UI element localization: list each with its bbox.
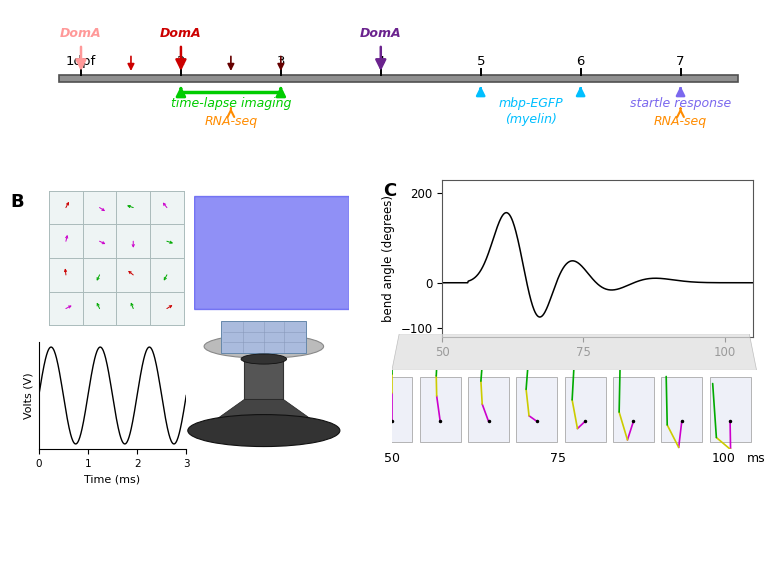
Text: time-lapse imaging: time-lapse imaging [171, 97, 291, 110]
Ellipse shape [188, 415, 340, 447]
Text: ms: ms [747, 452, 765, 465]
Ellipse shape [204, 334, 324, 358]
Text: B: B [10, 192, 24, 210]
Text: 4: 4 [376, 54, 385, 68]
Text: 2: 2 [177, 54, 185, 68]
Text: RNA-seq: RNA-seq [204, 115, 258, 128]
Text: DomA: DomA [160, 26, 202, 40]
Bar [709, 378, 750, 442]
Text: 6: 6 [577, 54, 585, 68]
Text: 3: 3 [276, 54, 285, 68]
Text: 5: 5 [476, 54, 485, 68]
Text: C: C [383, 182, 397, 200]
Y-axis label: Volts (V): Volts (V) [23, 372, 33, 419]
Bar [565, 378, 606, 442]
X-axis label: Time (ms): Time (ms) [85, 474, 140, 484]
Polygon shape [392, 334, 757, 370]
Text: 1dpf: 1dpf [66, 54, 96, 68]
Polygon shape [204, 399, 324, 428]
Ellipse shape [241, 354, 286, 364]
FancyBboxPatch shape [221, 321, 307, 353]
Bar [468, 378, 509, 442]
Text: 75: 75 [549, 452, 566, 465]
Text: startle response: startle response [630, 97, 731, 110]
Text: 7: 7 [677, 54, 684, 68]
Bar [516, 378, 557, 442]
Text: RNA-seq: RNA-seq [654, 115, 707, 128]
Bar [59, 75, 739, 82]
FancyBboxPatch shape [244, 349, 283, 399]
Text: A: A [9, 0, 23, 1]
Text: 50: 50 [384, 452, 400, 465]
Text: 100: 100 [712, 452, 736, 465]
Text: DomA: DomA [61, 26, 102, 40]
Text: mbp-EGFP
(myelin): mbp-EGFP (myelin) [498, 97, 563, 126]
Bar [661, 378, 702, 442]
Bar [420, 378, 461, 442]
Bar [613, 378, 654, 442]
Y-axis label: bend angle (degrees): bend angle (degrees) [382, 195, 395, 321]
Bar [372, 378, 412, 442]
Text: DomA: DomA [360, 26, 402, 40]
